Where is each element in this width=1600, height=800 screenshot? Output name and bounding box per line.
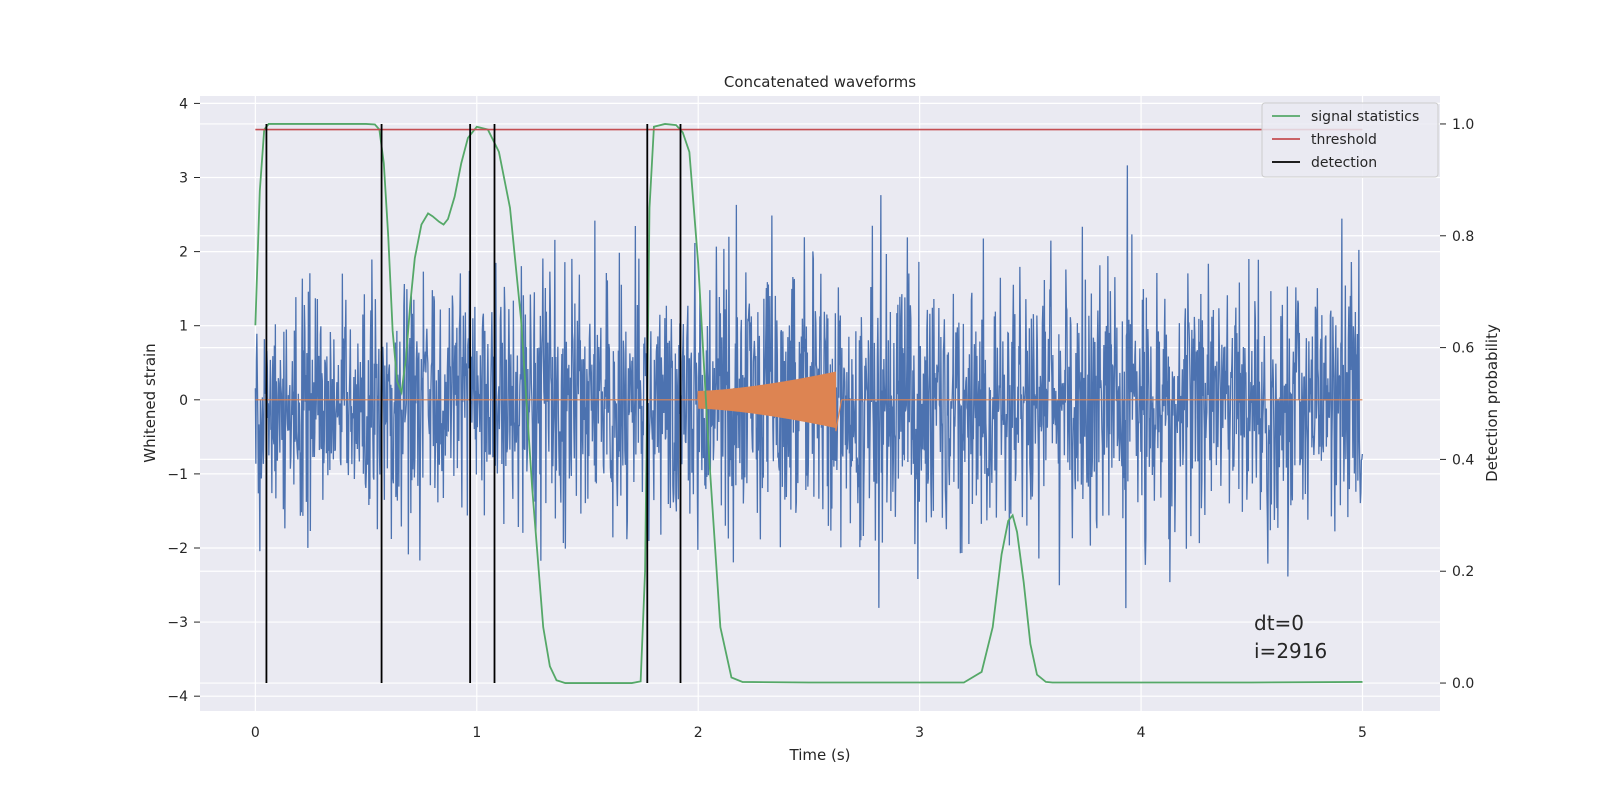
legend-label-detection: detection bbox=[1311, 155, 1377, 171]
y2-tick-label: 0.8 bbox=[1452, 229, 1474, 245]
annotation-dt: dt=0 bbox=[1254, 611, 1304, 635]
x-tick-label: 3 bbox=[915, 725, 924, 741]
y-tick-label: 3 bbox=[179, 171, 188, 187]
y-tick-label: −4 bbox=[167, 689, 188, 705]
y-axis-label: Whitened strain bbox=[141, 343, 159, 462]
y2-tick-label: 0.0 bbox=[1452, 676, 1474, 692]
y-tick-label: −2 bbox=[167, 541, 188, 557]
y2-tick-label: 1.0 bbox=[1452, 117, 1474, 133]
x-axis-label: Time (s) bbox=[789, 746, 851, 764]
x-tick-label: 0 bbox=[251, 725, 260, 741]
y-tick-label: 1 bbox=[179, 319, 188, 335]
legend: signal statistics threshold detection bbox=[1261, 102, 1439, 178]
x-tick-label: 1 bbox=[472, 725, 481, 741]
tick-labels: 0 1 2 3 4 5 −4 −3 −2 −1 0 1 2 3 4 0.0 0.2 0.4 0.6 0.8 1.0 bbox=[167, 96, 1474, 741]
legend-label-threshold: threshold bbox=[1311, 132, 1377, 148]
y-tick-label: 2 bbox=[179, 245, 188, 261]
y-tick-label: 4 bbox=[179, 96, 188, 112]
annotation-index: i=2916 bbox=[1254, 639, 1327, 663]
y-tick-label: −3 bbox=[167, 615, 188, 631]
legend-label-signal-statistics: signal statistics bbox=[1311, 109, 1419, 125]
x-tick-label: 2 bbox=[694, 725, 703, 741]
series-injected-waveform bbox=[255, 371, 1363, 432]
y2-axis-label: Detection probability bbox=[1483, 324, 1501, 482]
series-layer bbox=[254, 123, 1364, 684]
legend-box bbox=[1261, 102, 1439, 178]
y-tick-label: 0 bbox=[179, 393, 188, 409]
y2-tick-label: 0.6 bbox=[1452, 341, 1474, 357]
x-tick-label: 4 bbox=[1137, 725, 1146, 741]
chart-title: Concatenated waveforms bbox=[724, 73, 916, 91]
y2-tick-label: 0.4 bbox=[1452, 452, 1474, 468]
y-tick-label: −1 bbox=[167, 467, 188, 483]
series-signal-statistics bbox=[254, 123, 1363, 684]
y2-tick-label: 0.2 bbox=[1452, 564, 1474, 580]
x-tick-label: 5 bbox=[1358, 725, 1367, 741]
